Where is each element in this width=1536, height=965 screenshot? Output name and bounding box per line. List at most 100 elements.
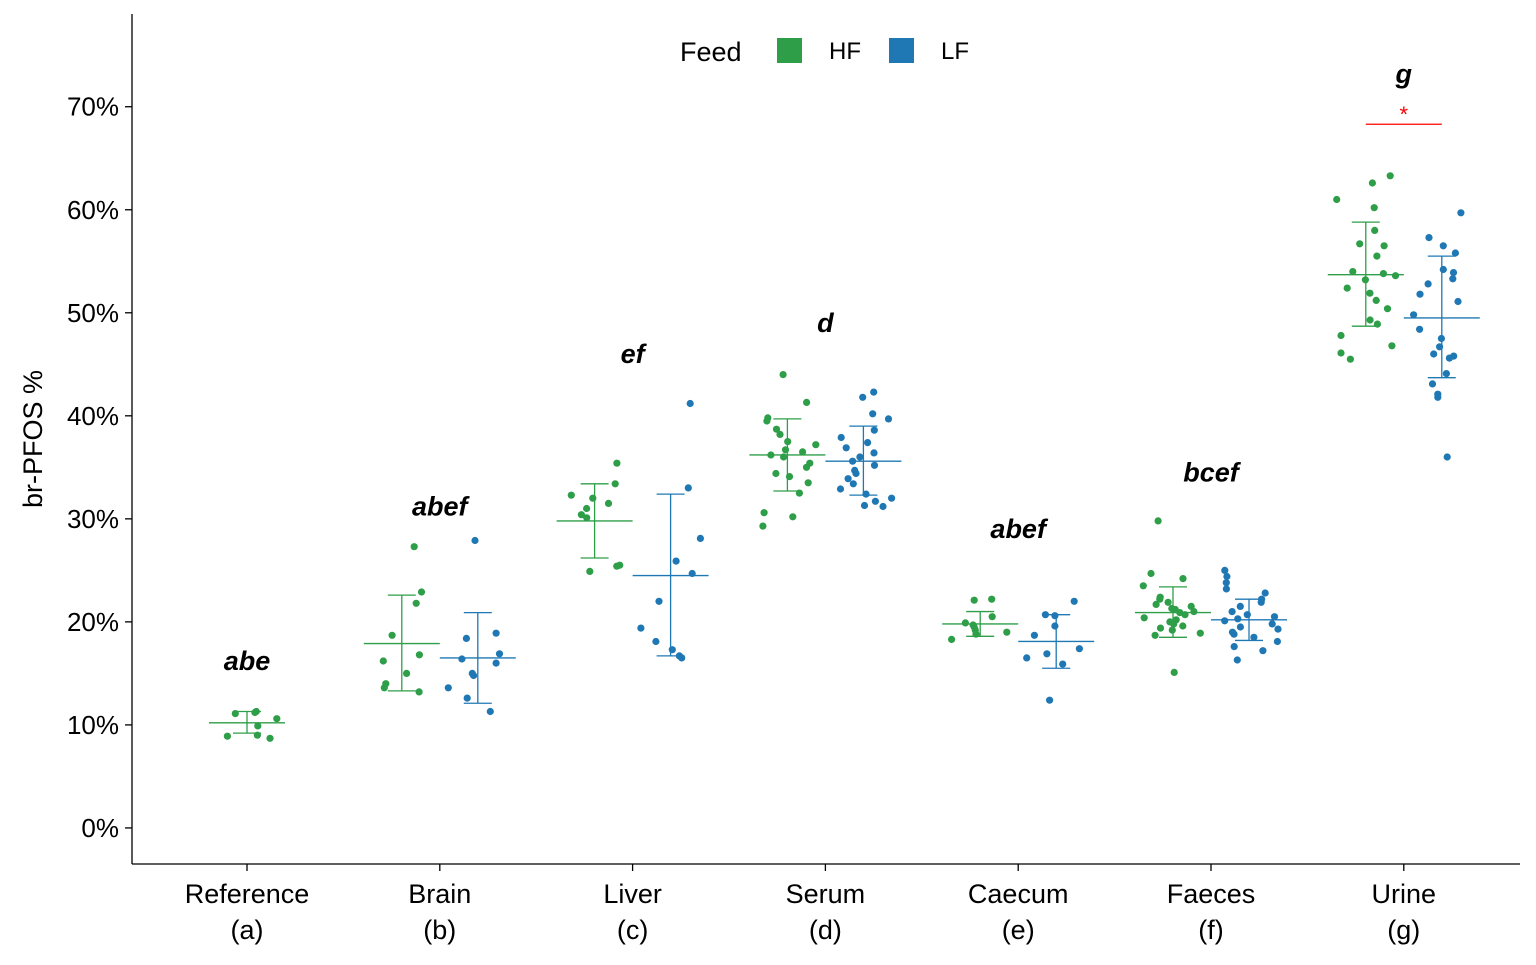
x-tick-label: Brain [408, 879, 471, 909]
data-point [471, 536, 479, 545]
data-point [652, 637, 660, 646]
significance-letters: g [1395, 59, 1413, 89]
data-point [470, 671, 478, 680]
data-point [1234, 615, 1242, 623]
data-point [415, 651, 423, 659]
data-point [583, 514, 591, 522]
data-point [1070, 597, 1078, 605]
data-point [1051, 612, 1059, 620]
significance-letters: abef [990, 514, 1049, 544]
x-tick-code: (e) [1002, 915, 1035, 945]
data-point [1391, 272, 1400, 280]
data-point [254, 722, 262, 730]
data-point [1346, 355, 1354, 363]
x-tick-code: (f) [1198, 915, 1223, 945]
data-point [1152, 600, 1160, 609]
data-point [1046, 696, 1054, 704]
x-tick-label: Serum [786, 879, 866, 909]
data-point [1154, 517, 1162, 525]
data-point [837, 433, 845, 442]
data-point [1379, 270, 1387, 278]
data-point [1156, 595, 1164, 603]
data-point [1410, 311, 1418, 319]
data-point [655, 597, 663, 605]
data-point [1349, 268, 1357, 276]
y-tick-label: 70% [67, 92, 119, 122]
data-point [1196, 629, 1204, 637]
data-point [577, 511, 586, 519]
data-point [380, 684, 388, 692]
data-point [495, 650, 504, 658]
x-tick-code: (a) [231, 915, 264, 945]
data-point [776, 430, 784, 438]
data-point [948, 635, 956, 644]
data-point [1222, 585, 1230, 593]
data-point [972, 630, 980, 638]
data-point [583, 504, 591, 513]
data-point [1230, 643, 1238, 651]
data-point [1030, 631, 1038, 639]
data-point [1051, 622, 1059, 630]
data-point [1139, 582, 1147, 590]
data-point [1156, 624, 1165, 632]
data-point [444, 684, 452, 692]
data-point [231, 710, 239, 718]
data-point [1257, 598, 1265, 606]
data-point [1388, 342, 1396, 350]
data-point [688, 569, 696, 578]
data-point [1236, 623, 1244, 631]
data-point [767, 451, 775, 459]
data-point [1147, 569, 1155, 578]
significance-star: * [1400, 102, 1409, 127]
data-point [1261, 589, 1269, 597]
data-point [772, 425, 781, 433]
data-point [463, 694, 471, 702]
legend-label-lf: LF [941, 38, 969, 65]
data-point [668, 646, 676, 654]
data-point [1333, 195, 1341, 204]
data-point [1425, 234, 1433, 242]
data-point [1443, 453, 1451, 461]
data-point [492, 659, 500, 667]
data-point [1442, 370, 1450, 378]
data-point [1230, 630, 1238, 638]
data-point [266, 734, 274, 742]
data-point [273, 715, 281, 723]
data-point [1221, 566, 1229, 575]
data-point [1233, 656, 1241, 664]
x-tick-code: (d) [809, 915, 842, 945]
data-point [1430, 350, 1438, 358]
data-point [772, 469, 780, 478]
data-point [1451, 249, 1459, 257]
data-point [1179, 622, 1187, 630]
data-point [686, 399, 694, 408]
data-point [1424, 280, 1432, 288]
x-tick-label: Urine [1372, 879, 1437, 909]
data-point [1168, 626, 1176, 634]
data-point [672, 557, 680, 565]
data-point [613, 562, 621, 570]
data-point [1386, 172, 1394, 180]
data-point [1140, 614, 1148, 622]
data-point [1436, 343, 1444, 351]
data-point [836, 485, 845, 493]
data-point [604, 499, 613, 507]
data-point [1250, 633, 1258, 641]
data-point [804, 479, 812, 487]
data-point [1274, 625, 1282, 633]
x-tick-label: Liver [603, 879, 662, 909]
data-point [613, 459, 621, 467]
data-point [849, 480, 857, 488]
data-point [795, 489, 804, 497]
data-point [870, 426, 878, 434]
data-point [1041, 611, 1049, 619]
data-point [253, 731, 261, 739]
data-point [379, 657, 387, 665]
data-point [849, 457, 857, 465]
data-point [1223, 572, 1231, 581]
y-axis-label: br-PFOS % [18, 370, 48, 508]
data-point [1449, 269, 1458, 277]
data-point [859, 393, 867, 401]
